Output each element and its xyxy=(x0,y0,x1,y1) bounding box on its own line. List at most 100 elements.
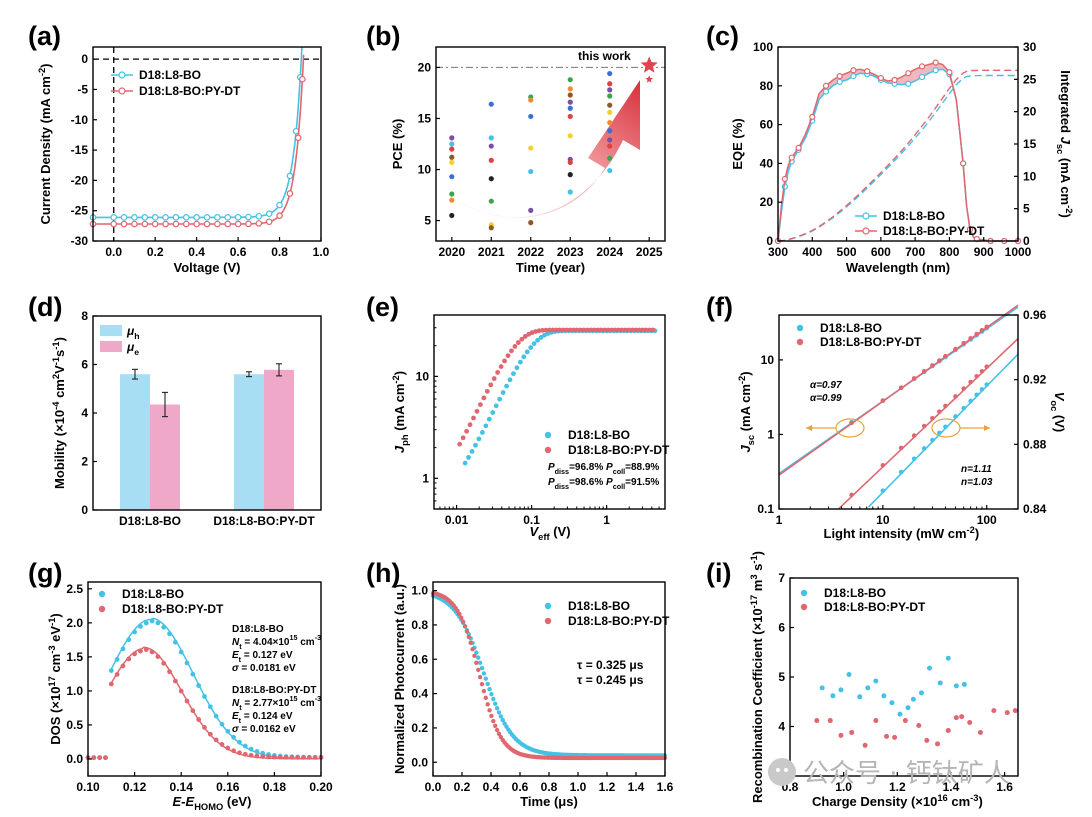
jv-marker xyxy=(234,213,242,221)
decay-point xyxy=(476,655,481,660)
jv-marker xyxy=(294,134,302,142)
recombination-point xyxy=(881,693,887,699)
dos-point xyxy=(196,717,202,722)
dos-point xyxy=(225,728,231,734)
jph-point xyxy=(479,430,485,435)
y-tick-label: 10 xyxy=(418,163,432,177)
pce-point xyxy=(567,99,573,105)
decay-point xyxy=(476,667,481,673)
pce-point xyxy=(607,143,613,149)
jph-point xyxy=(528,345,534,350)
voc-point xyxy=(937,430,942,436)
pce-point xyxy=(607,87,613,93)
y-tick-label: 10 xyxy=(761,353,775,367)
jsc-point xyxy=(968,335,973,341)
pce-point xyxy=(528,168,534,175)
recombination-point xyxy=(857,694,863,700)
voc-point xyxy=(937,409,942,414)
y2-tick-label: 0.88 xyxy=(1023,437,1047,451)
dos-param-title: D18:L8-BO xyxy=(232,624,284,635)
jsc-point xyxy=(937,358,942,363)
jph-point xyxy=(540,327,545,333)
dos-point xyxy=(167,631,172,637)
y-axis-label: Jph (mA cm-2) xyxy=(391,371,410,453)
legend-marker xyxy=(796,324,804,332)
jv-marker xyxy=(141,214,149,221)
y2-axis-label: Integrated Jsc (mA cm-2) xyxy=(1055,70,1074,218)
dos-point xyxy=(207,704,213,710)
jsc-point xyxy=(921,368,927,374)
eqe-marker xyxy=(877,74,884,82)
y-tick-label: 0.0 xyxy=(411,755,428,769)
decay-point xyxy=(470,646,475,652)
voc-point xyxy=(911,456,917,462)
pce-point xyxy=(449,146,455,152)
recombination-point xyxy=(873,678,879,684)
y-tick-label: 60 xyxy=(760,118,774,132)
jv-marker xyxy=(110,214,118,221)
jph-point xyxy=(514,365,520,371)
pce-point xyxy=(449,141,455,147)
pce-point xyxy=(607,137,613,143)
dos-point xyxy=(213,737,219,743)
jph-point xyxy=(633,327,639,333)
legend-marker xyxy=(796,338,804,346)
x-tick-label: 1.4 xyxy=(943,780,960,794)
category-label: D18:L8-BO:PY-DT xyxy=(213,514,315,528)
bar xyxy=(120,374,150,510)
y2-tick-label: 30 xyxy=(1023,40,1037,54)
x-tick-label: 100 xyxy=(977,513,997,527)
y-tick-label: -15 xyxy=(71,143,89,157)
dos-point xyxy=(306,754,312,760)
jph-point xyxy=(602,327,608,333)
decay-point xyxy=(489,691,494,697)
y-tick-label: 0.8 xyxy=(411,618,428,632)
voc-point xyxy=(943,424,948,430)
jph-point xyxy=(538,335,544,340)
jph-point xyxy=(484,388,490,394)
voc-point xyxy=(968,398,973,404)
y2-tick-label: 0 xyxy=(1023,234,1030,248)
recombination-point xyxy=(838,687,844,693)
recombination-point xyxy=(977,729,983,735)
dos-point xyxy=(295,754,301,760)
y-tick-label: -5 xyxy=(77,82,88,96)
recombination-point xyxy=(814,718,820,724)
jph-point xyxy=(619,327,625,333)
decay-point xyxy=(481,671,487,676)
voc-point xyxy=(968,379,973,385)
x-tick-label: 0.0 xyxy=(425,780,442,794)
legend-label: D18:L8-BO xyxy=(139,68,201,82)
decay-point xyxy=(485,702,490,707)
jph-point xyxy=(495,370,501,375)
panel-label-a: (a) xyxy=(28,21,61,51)
dos-point xyxy=(254,753,260,759)
eqe-marker xyxy=(966,226,974,233)
y-tick-label: 80 xyxy=(760,79,774,93)
dos-param-title: D18:L8-BO:PY-DT xyxy=(232,685,316,696)
eqe-marker xyxy=(946,69,953,76)
decay-point xyxy=(483,695,488,701)
jv-marker xyxy=(131,220,138,228)
legend-marker xyxy=(544,617,552,625)
dos-point xyxy=(190,671,196,677)
jv-marker xyxy=(141,220,149,228)
legend-marker xyxy=(544,431,552,439)
y2-tick-label: 5 xyxy=(1023,202,1030,216)
jsc-point xyxy=(898,385,904,390)
recombination-point xyxy=(926,665,932,671)
voc-point xyxy=(880,488,886,494)
voc-point xyxy=(849,492,854,498)
decay-point xyxy=(494,706,500,711)
jv-marker xyxy=(110,220,118,228)
voc-point xyxy=(961,386,966,391)
y2-tick-label: 0.84 xyxy=(1023,502,1047,516)
decay-point xyxy=(496,710,502,715)
small-star xyxy=(645,75,653,83)
jv-marker xyxy=(131,214,138,221)
y-tick-label: 0 xyxy=(81,503,88,517)
dos-point xyxy=(178,688,184,694)
legend-marker xyxy=(800,603,808,611)
decay-point xyxy=(502,721,507,726)
jph-point xyxy=(483,423,489,429)
